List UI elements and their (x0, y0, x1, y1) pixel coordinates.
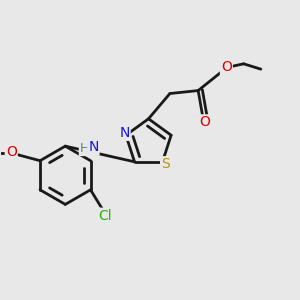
Text: Cl: Cl (99, 209, 112, 223)
Text: S: S (161, 157, 170, 171)
Text: H: H (80, 142, 89, 155)
Text: O: O (221, 60, 232, 74)
Text: N: N (119, 126, 130, 140)
Text: N: N (88, 140, 99, 154)
Text: O: O (199, 116, 210, 129)
Text: O: O (6, 146, 17, 159)
